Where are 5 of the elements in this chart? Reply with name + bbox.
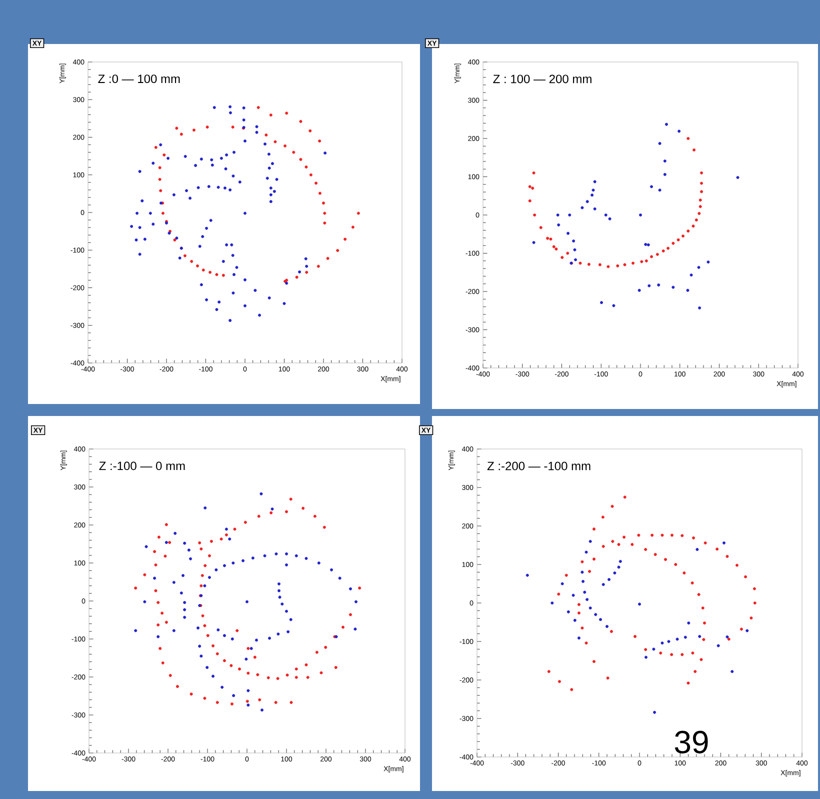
annotation: 39: [674, 730, 708, 754]
text: Z :-100 — 0 mm: [99, 462, 185, 470]
text: Z :0 — 100 mm: [98, 74, 180, 84]
text: Z : 100 — 200 mm: [493, 74, 592, 84]
text: Z :-200 — -100 mm: [487, 462, 590, 470]
